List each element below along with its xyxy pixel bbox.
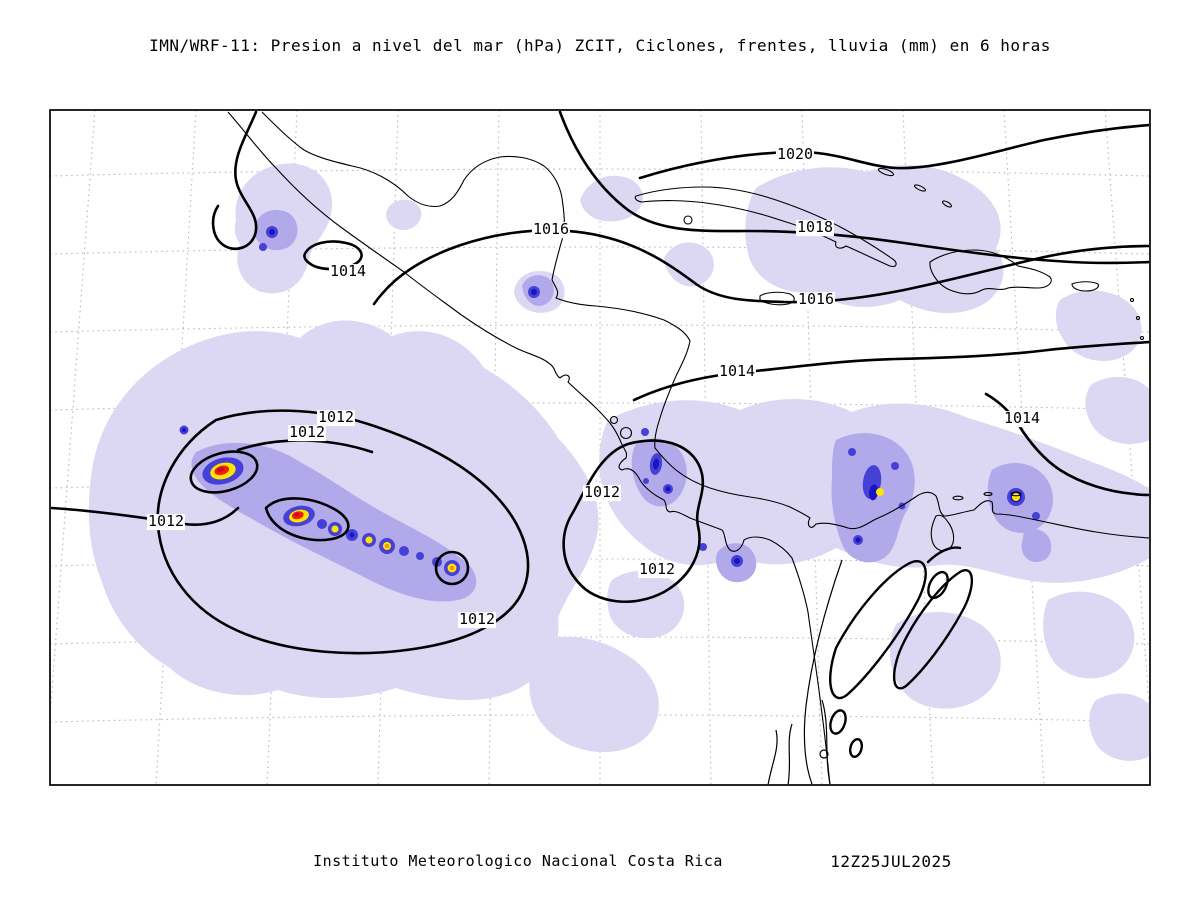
isobar-1020 [638,123,1149,180]
isobar-1012-cell-c [434,550,470,586]
isobar-1014-loop [303,240,363,271]
isobar-1014-main [632,340,1149,402]
isobar-1012-ring [156,409,530,655]
coastlines [227,111,1149,784]
footer-institution: Instituto Meteorologico Nacional Costa R… [313,852,723,870]
page-title: IMN/WRF-11: Presion a nivel del mar (hPa… [149,36,1051,55]
map-frame [49,109,1151,786]
isobar-1012-cr [562,439,705,603]
isobar-1014-nw [211,111,258,251]
isobar-1012-cell-a [189,450,259,494]
isobar-1016 [372,229,1149,306]
isobar-1012-cell-b [264,497,350,542]
terrain-contours [767,546,973,784]
footer-datetime: 12Z25JUL2025 [830,852,952,871]
isobars [51,111,1149,655]
